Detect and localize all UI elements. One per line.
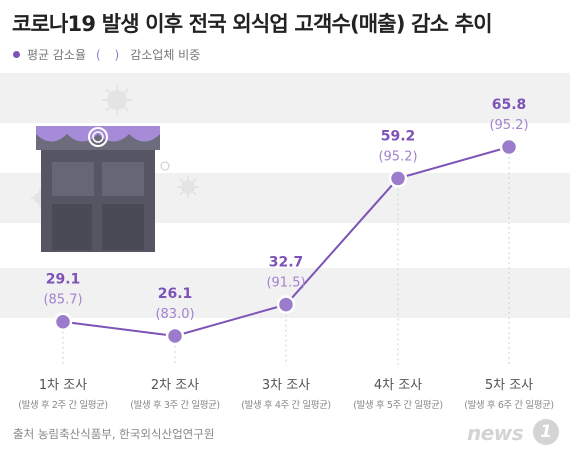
paren-label: (95.2) [489, 118, 528, 133]
data-label: 65.8 [492, 97, 527, 113]
news1-logo: news 1 [467, 418, 562, 448]
logo-text: news [467, 421, 524, 445]
paren-label: (95.2) [378, 149, 417, 164]
paren-label: (85.7) [43, 293, 82, 308]
virus-icons [31, 85, 199, 207]
data-label: 26.1 [158, 286, 193, 302]
legend-avg-label: 평균 감소율 [27, 48, 87, 62]
data-label: 59.2 [381, 128, 416, 144]
x-subtick-label: (발생 후 3주 간 일평균) [130, 400, 219, 411]
data-point [388, 169, 408, 188]
x-tick-label: 3차 조사 [262, 378, 310, 393]
legend-share-label: 감소업체 비중 [130, 48, 201, 62]
paren-label: (91.5) [266, 276, 305, 291]
legend: 평균 감소율 ( ) 감소업체 비중 [13, 46, 200, 63]
data-label: 32.7 [269, 255, 304, 271]
source-text: 출처 농림축산식품부, 한국외식산업연구원 [13, 427, 215, 441]
virus-icon [102, 85, 132, 115]
data-label: 29.1 [46, 272, 81, 288]
data-point [165, 326, 185, 346]
x-subtick-label: (발생 후 2주 간 일평균) [18, 400, 107, 411]
x-subtick-label: (발생 후 6주 간 일평균) [464, 400, 553, 411]
band [0, 73, 570, 123]
chart-title: 코로나19 발생 이후 전국 외식업 고객수(매출) 감소 추이 [12, 12, 493, 36]
store-icon [36, 126, 170, 252]
background-bands [0, 73, 570, 318]
x-tick-label: 2차 조사 [151, 378, 199, 393]
logo-badge-icon: 1 [533, 419, 559, 445]
legend-paren-icon: ( ) [96, 47, 125, 62]
paren-label: (83.0) [155, 307, 194, 322]
x-tick-label: 1차 조사 [39, 378, 87, 393]
chart-marks: 29.1 (85.7) 1차 조사 (발생 후 2주 간 일평균) 26.1 (83.0)… [18, 97, 554, 411]
x-tick-label: 4차 조사 [374, 378, 422, 393]
legend-dot-icon [13, 51, 20, 58]
x-tick-label: 5차 조사 [485, 378, 533, 393]
x-subtick-label: (발생 후 5주 간 일평균) [353, 400, 442, 411]
x-subtick-label: (발생 후 4주 간 일평균) [241, 400, 330, 411]
data-point [499, 137, 519, 157]
data-point [276, 295, 296, 314]
virus-icon [177, 176, 199, 198]
data-point [53, 312, 73, 331]
